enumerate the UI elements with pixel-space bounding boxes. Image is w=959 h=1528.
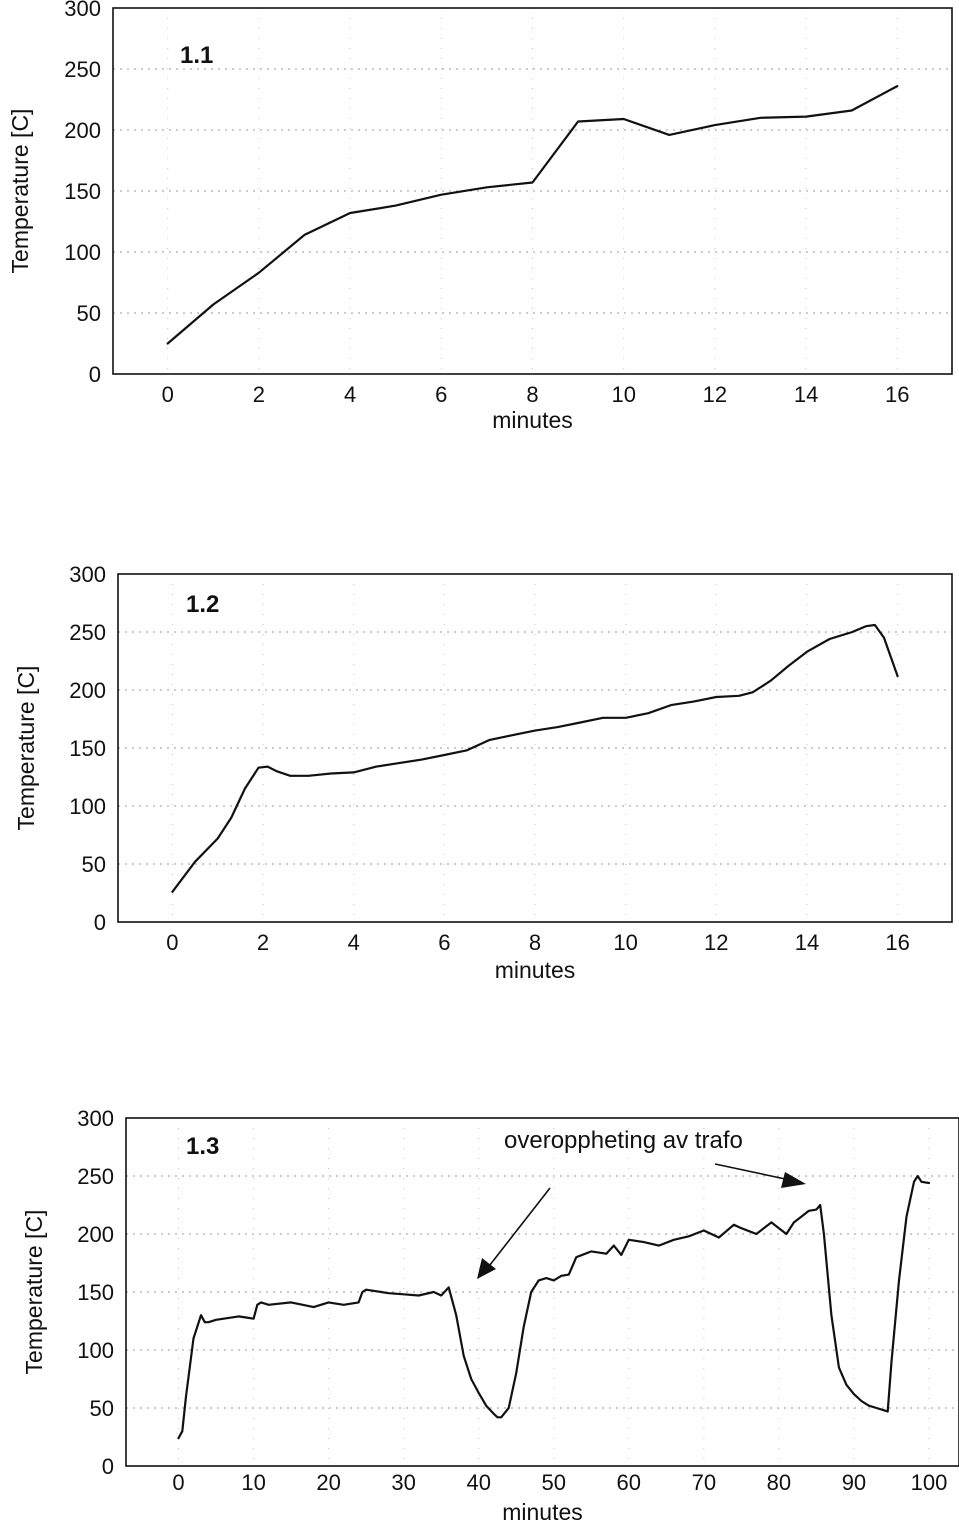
x-tick-label: 10 xyxy=(613,930,637,955)
panel-label: 1.1 xyxy=(180,42,213,69)
y-tick-label: 150 xyxy=(69,736,106,761)
y-axis-label: Temperature [C] xyxy=(21,1210,47,1375)
x-tick-label: 90 xyxy=(842,1470,866,1495)
x-tick-label: 60 xyxy=(617,1470,641,1495)
y-tick-label: 50 xyxy=(90,1396,114,1421)
x-axis-label: minutes xyxy=(492,407,573,433)
annotation-arrowhead xyxy=(477,1258,496,1279)
x-axis-label: minutes xyxy=(502,1499,583,1525)
panel-label: 1.2 xyxy=(186,591,219,618)
y-tick-label: 300 xyxy=(77,1106,114,1131)
y-tick-label: 250 xyxy=(64,57,101,82)
x-tick-label: 50 xyxy=(542,1470,566,1495)
x-tick-label: 0 xyxy=(172,1470,184,1495)
x-tick-label: 14 xyxy=(795,930,819,955)
x-tick-label: 8 xyxy=(526,382,538,407)
plot-frame xyxy=(112,7,953,375)
series-line xyxy=(177,1174,931,1440)
annotation-arrow xyxy=(485,1187,551,1271)
plot-frame xyxy=(125,1117,959,1467)
x-tick-label: 4 xyxy=(348,930,360,955)
y-tick-label: 150 xyxy=(64,179,101,204)
y-tick-label: 0 xyxy=(94,910,106,935)
y-tick-label: 200 xyxy=(69,678,106,703)
x-tick-label: 12 xyxy=(703,382,727,407)
y-tick-label: 50 xyxy=(82,852,106,877)
x-tick-label: 8 xyxy=(529,930,541,955)
panel-label: 1.3 xyxy=(186,1133,219,1160)
x-tick-label: 70 xyxy=(692,1470,716,1495)
x-tick-label: 10 xyxy=(611,382,635,407)
x-tick-label: 0 xyxy=(162,382,174,407)
y-tick-label: 250 xyxy=(77,1164,114,1189)
annotation-arrowhead xyxy=(781,1172,806,1188)
y-axis-label: Temperature [C] xyxy=(13,666,39,831)
x-tick-label: 10 xyxy=(241,1470,265,1495)
x-tick-label: 100 xyxy=(911,1470,948,1495)
x-tick-label: 6 xyxy=(435,382,447,407)
x-tick-label: 16 xyxy=(885,930,909,955)
series-line xyxy=(166,85,899,345)
chart-panel-1-2: 0 50 100 150 200 250 300 0 2 4 6 8 10 12 14 16 minutes Te… xyxy=(13,562,953,983)
y-tick-label: 300 xyxy=(64,0,101,21)
y-tick-label: 250 xyxy=(69,620,106,645)
x-tick-label: 0 xyxy=(166,930,178,955)
annotation-arrow xyxy=(714,1163,791,1181)
x-tick-label: 30 xyxy=(391,1470,415,1495)
x-tick-label: 14 xyxy=(794,382,818,407)
y-tick-label: 100 xyxy=(69,794,106,819)
y-tick-label: 100 xyxy=(64,240,101,265)
y-tick-label: 150 xyxy=(77,1280,114,1305)
y-tick-label: 100 xyxy=(77,1338,114,1363)
x-tick-label: 2 xyxy=(257,930,269,955)
annotation-text: overoppheting av trafo xyxy=(504,1127,743,1154)
y-tick-label: 200 xyxy=(77,1222,114,1247)
y-tick-label: 50 xyxy=(77,301,101,326)
plot-frame xyxy=(117,573,953,923)
y-tick-label: 200 xyxy=(64,118,101,143)
y-axis-label: Temperature [C] xyxy=(7,109,33,274)
x-tick-label: 16 xyxy=(885,382,909,407)
y-tick-label: 0 xyxy=(89,362,101,387)
series-line xyxy=(171,623,899,893)
x-tick-label: 4 xyxy=(344,382,356,407)
y-tick-label: 300 xyxy=(69,562,106,587)
y-tick-label: 0 xyxy=(102,1454,114,1479)
x-tick-label: 40 xyxy=(466,1470,490,1495)
x-tick-label: 80 xyxy=(767,1470,791,1495)
x-tick-label: 2 xyxy=(253,382,265,407)
x-tick-label: 12 xyxy=(704,930,728,955)
x-axis-label: minutes xyxy=(495,957,576,983)
x-tick-label: 20 xyxy=(316,1470,340,1495)
chart-panel-1-1: 0 50 100 150 200 250 300 0 2 4 6 8 10 12 14 16 minutes Te… xyxy=(7,0,953,433)
chart-panel-1-3: 0 50 100 150 200 250 300 0 10 20 30 40 50 60 70 80 90 100… xyxy=(21,1106,959,1525)
x-tick-label: 6 xyxy=(438,930,450,955)
